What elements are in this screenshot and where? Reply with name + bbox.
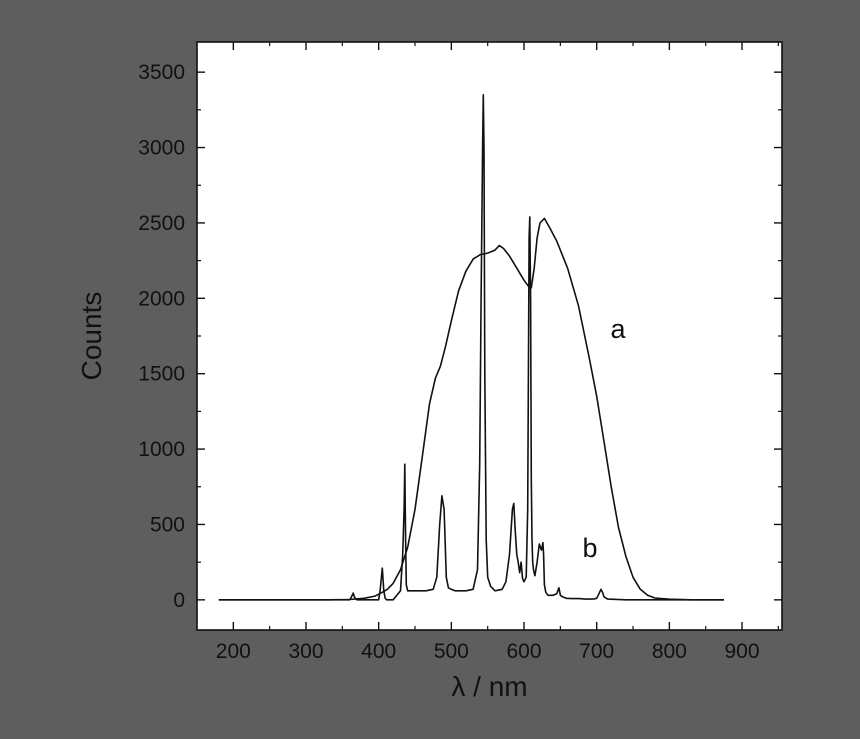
series-layer	[218, 94, 724, 601]
y-tick-label: 0	[173, 589, 185, 612]
y-tick-label: 2000	[138, 287, 185, 310]
y-tick-label: 3000	[138, 137, 185, 160]
plot-area	[196, 41, 783, 631]
series-line-b	[218, 94, 724, 601]
x-tick-label: 800	[652, 640, 687, 663]
x-tick-label: 700	[579, 640, 614, 663]
series-label-b: b	[582, 533, 597, 563]
x-tick-label: 500	[434, 640, 469, 663]
series-label-a: a	[610, 314, 626, 344]
y-tick-label: 500	[150, 513, 185, 536]
x-axis-title: λ / nm	[451, 671, 527, 702]
x-tick-label: 400	[361, 640, 396, 663]
y-tick-label: 2500	[138, 212, 185, 235]
x-axis: 200 300 400 500 600 700 800 900	[216, 42, 779, 663]
y-tick-label: 1000	[138, 438, 185, 461]
y-axis-title: Counts	[76, 292, 107, 381]
x-tick-label: 600	[506, 640, 541, 663]
x-tick-label: 300	[288, 640, 323, 663]
y-tick-label: 1500	[138, 363, 185, 386]
y-tick-label: 3500	[138, 61, 185, 84]
y-axis: 0 500 1000 1500 2000 2500 3000 3500	[138, 61, 782, 612]
x-tick-label: 200	[216, 640, 251, 663]
x-tick-label: 900	[725, 640, 760, 663]
